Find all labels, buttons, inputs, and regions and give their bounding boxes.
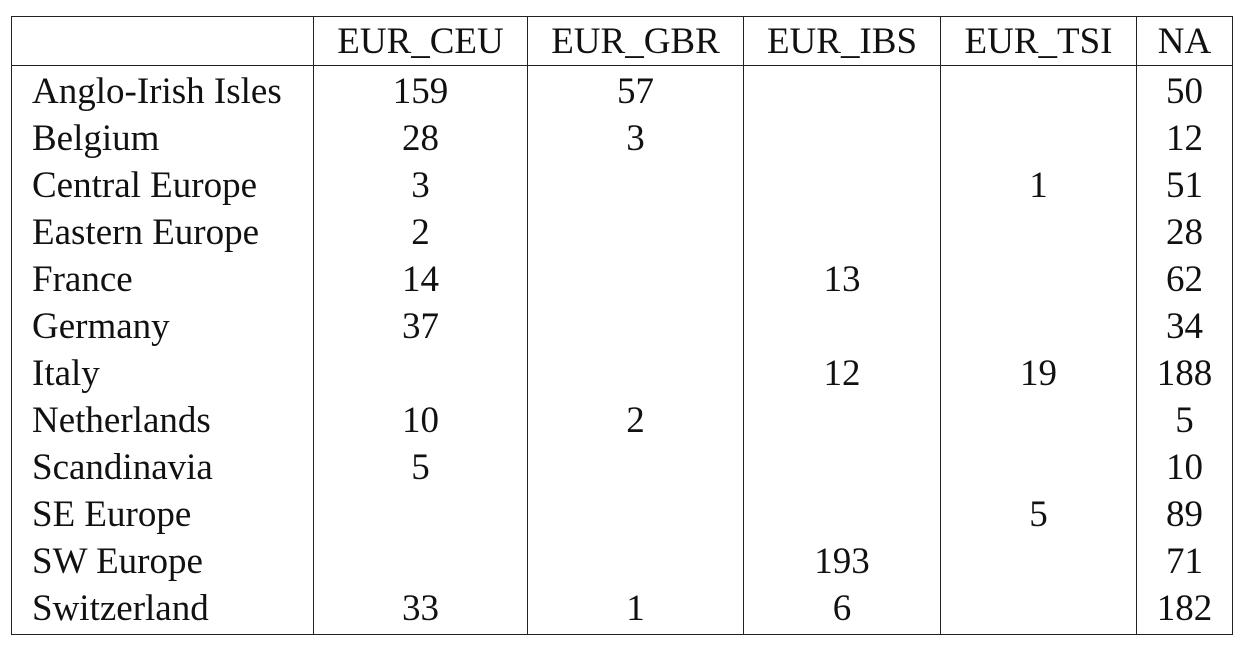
cell-eur-tsi: [940, 209, 1137, 256]
cell-eur-ceu: [313, 491, 528, 538]
cell-na: 89: [1136, 491, 1233, 538]
cell-eur-gbr: 1: [527, 585, 744, 635]
cell-eur-gbr: [527, 209, 744, 256]
cell-eur-ceu: 37: [313, 303, 528, 350]
cell-na: 12: [1136, 115, 1233, 162]
table-header: EUR_CEU EUR_GBR EUR_IBS EUR_TSI NA: [11, 16, 1233, 66]
cell-eur-tsi: [940, 115, 1137, 162]
cell-eur-ceu: 159: [313, 65, 528, 115]
cell-na: 34: [1136, 303, 1233, 350]
cell-eur-ceu: [313, 538, 528, 585]
cell-eur-ibs: 12: [743, 350, 941, 397]
header-cell-eur-ceu: EUR_CEU: [313, 16, 528, 66]
cell-na: 188: [1136, 350, 1233, 397]
cell-row-label: Anglo-Irish Isles: [11, 65, 314, 115]
cell-eur-tsi: [940, 444, 1137, 491]
cell-eur-ibs: 6: [743, 585, 941, 635]
cell-eur-tsi: [940, 256, 1137, 303]
cell-eur-ibs: [743, 209, 941, 256]
cell-eur-gbr: [527, 303, 744, 350]
cell-eur-ceu: 5: [313, 444, 528, 491]
table-row: Belgium 28 3 12: [11, 115, 1233, 162]
header-cell-corner: [11, 16, 314, 66]
cell-row-label: Netherlands: [11, 397, 314, 444]
table-body: Anglo-Irish Isles 159 57 50 Belgium 28 3 12 Cent…: [11, 65, 1233, 635]
cell-eur-gbr: 2: [527, 397, 744, 444]
cell-na: 62: [1136, 256, 1233, 303]
cell-eur-tsi: [940, 538, 1137, 585]
cell-na: 182: [1136, 585, 1233, 635]
cell-eur-tsi: [940, 303, 1137, 350]
header-row: EUR_CEU EUR_GBR EUR_IBS EUR_TSI NA: [11, 16, 1233, 66]
table-row: Italy 12 19 188: [11, 350, 1233, 397]
data-table: EUR_CEU EUR_GBR EUR_IBS EUR_TSI NA Anglo…: [11, 16, 1233, 635]
table-row: Eastern Europe 2 28: [11, 209, 1233, 256]
cell-eur-ibs: [743, 65, 941, 115]
cell-eur-ibs: [743, 115, 941, 162]
cell-eur-ceu: 10: [313, 397, 528, 444]
cell-eur-ceu: 2: [313, 209, 528, 256]
cell-na: 10: [1136, 444, 1233, 491]
cell-na: 51: [1136, 162, 1233, 209]
cell-eur-gbr: [527, 162, 744, 209]
cell-na: 71: [1136, 538, 1233, 585]
cell-eur-ceu: 14: [313, 256, 528, 303]
cell-eur-tsi: [940, 65, 1137, 115]
table-row: SW Europe 193 71: [11, 538, 1233, 585]
cell-row-label: SE Europe: [11, 491, 314, 538]
header-cell-eur-ibs: EUR_IBS: [743, 16, 941, 66]
cell-na: 50: [1136, 65, 1233, 115]
cell-eur-ibs: [743, 303, 941, 350]
header-cell-eur-tsi: EUR_TSI: [940, 16, 1137, 66]
cell-na: 5: [1136, 397, 1233, 444]
cell-eur-gbr: [527, 350, 744, 397]
cell-row-label: Eastern Europe: [11, 209, 314, 256]
table-row: Anglo-Irish Isles 159 57 50: [11, 65, 1233, 115]
cell-row-label: Central Europe: [11, 162, 314, 209]
cell-row-label: Italy: [11, 350, 314, 397]
table-row: Germany 37 34: [11, 303, 1233, 350]
cell-eur-tsi: [940, 585, 1137, 635]
cell-row-label: France: [11, 256, 314, 303]
cell-eur-tsi: 19: [940, 350, 1137, 397]
cell-row-label: Switzerland: [11, 585, 314, 635]
table-row: Scandinavia 5 10: [11, 444, 1233, 491]
cell-eur-ibs: 13: [743, 256, 941, 303]
cell-eur-ibs: [743, 397, 941, 444]
table-row: SE Europe 5 89: [11, 491, 1233, 538]
cell-eur-gbr: [527, 256, 744, 303]
header-cell-eur-gbr: EUR_GBR: [527, 16, 744, 66]
cell-eur-ceu: 28: [313, 115, 528, 162]
cell-eur-ceu: 33: [313, 585, 528, 635]
cell-eur-ibs: 193: [743, 538, 941, 585]
cell-row-label: Scandinavia: [11, 444, 314, 491]
table-row: Central Europe 3 1 51: [11, 162, 1233, 209]
cell-row-label: Germany: [11, 303, 314, 350]
cell-eur-gbr: [527, 444, 744, 491]
cell-eur-ibs: [743, 491, 941, 538]
cell-eur-ceu: 3: [313, 162, 528, 209]
cell-eur-tsi: 5: [940, 491, 1137, 538]
cell-eur-gbr: [527, 538, 744, 585]
cell-eur-tsi: 1: [940, 162, 1137, 209]
table-row: Switzerland 33 1 6 182: [11, 585, 1233, 635]
cell-na: 28: [1136, 209, 1233, 256]
cell-eur-ibs: [743, 444, 941, 491]
cell-eur-gbr: 57: [527, 65, 744, 115]
cell-eur-ceu: [313, 350, 528, 397]
cell-eur-gbr: 3: [527, 115, 744, 162]
table-row: France 14 13 62: [11, 256, 1233, 303]
cell-row-label: SW Europe: [11, 538, 314, 585]
cell-row-label: Belgium: [11, 115, 314, 162]
cell-eur-gbr: [527, 491, 744, 538]
header-cell-na: NA: [1136, 16, 1233, 66]
table-row: Netherlands 10 2 5: [11, 397, 1233, 444]
cell-eur-tsi: [940, 397, 1137, 444]
cell-eur-ibs: [743, 162, 941, 209]
